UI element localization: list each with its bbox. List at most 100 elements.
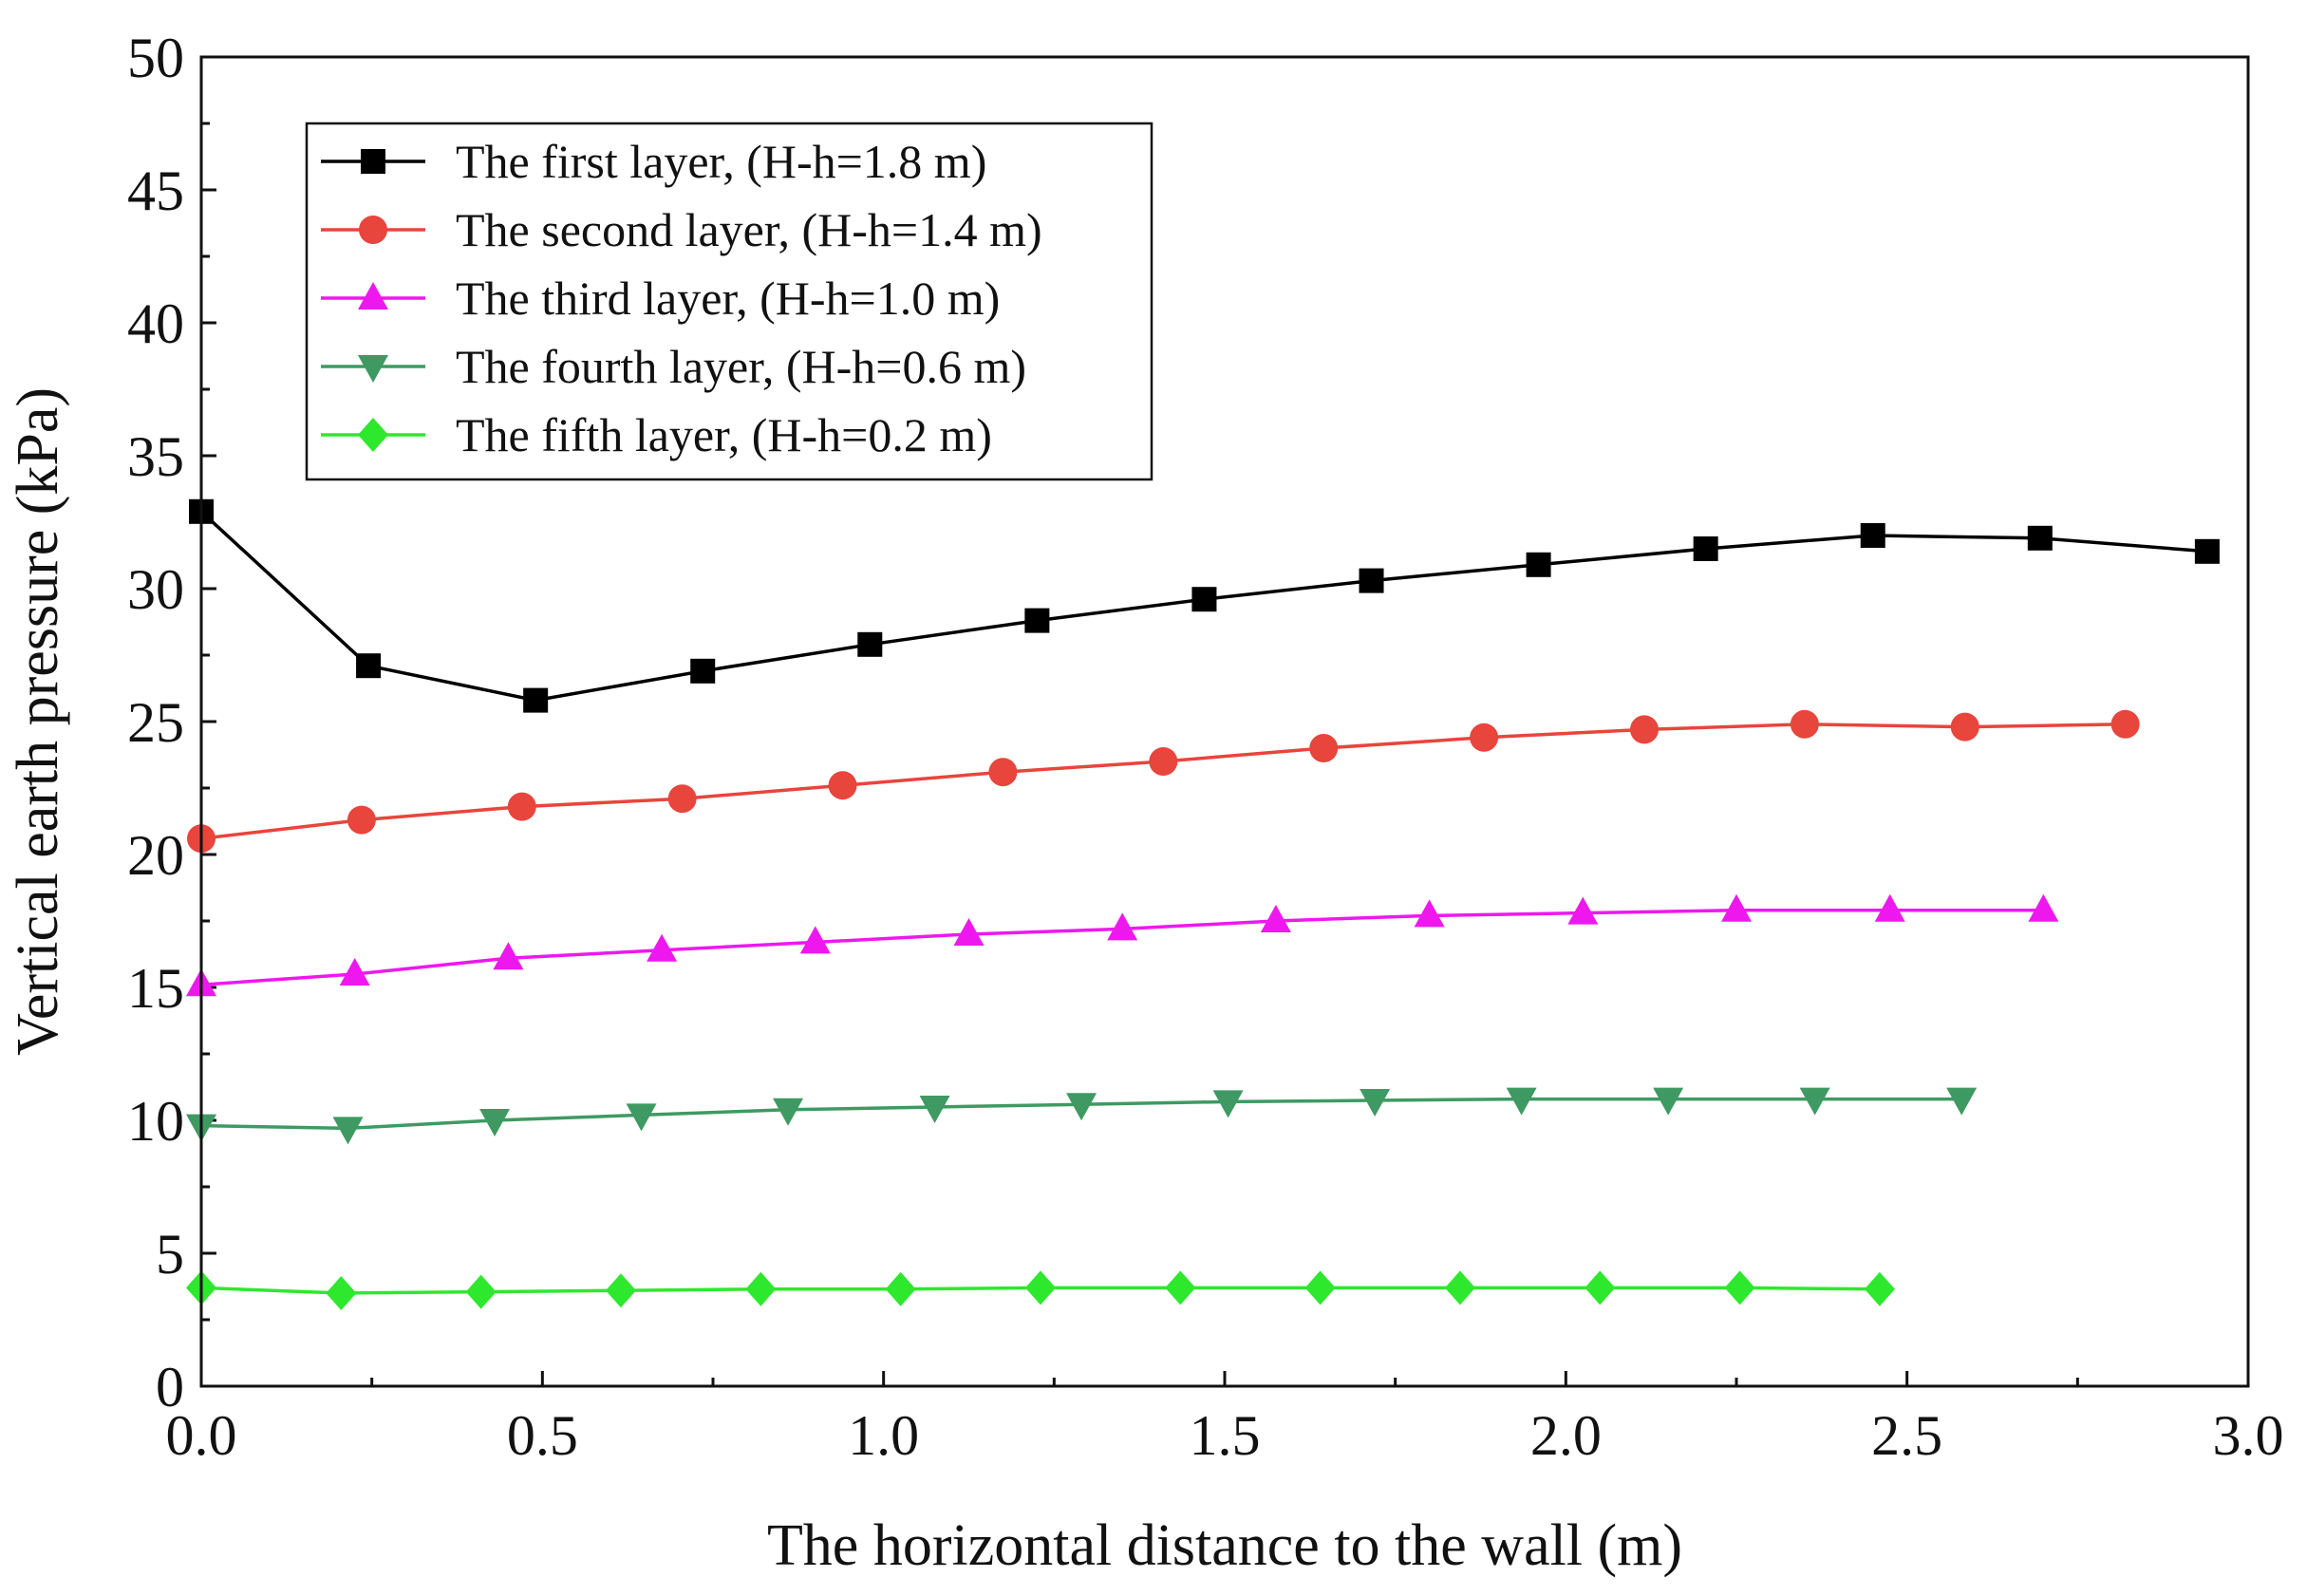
data-point [1107, 912, 1138, 941]
data-point [1470, 723, 1499, 752]
plot-frame [199, 55, 2250, 1388]
data-point [605, 1273, 636, 1308]
data-point [745, 1271, 777, 1306]
legend-entry: The third layer, (H-h=1.0 m) [321, 272, 1000, 325]
legend-marker [358, 282, 388, 310]
data-series [186, 498, 2220, 1310]
data-point [1653, 1087, 1684, 1116]
data-point [953, 918, 985, 946]
tick-labels: 0.0 0.5 1.0 1.5 2.0 2.5 3.0 0 5 10 15 20 25 30 35 40 45 5… [127, 27, 2284, 1467]
data-point [2028, 893, 2059, 922]
data-point [647, 933, 678, 962]
data-point [332, 1117, 364, 1145]
legend-label: The third layer, (H-h=1.0 m) [456, 272, 1000, 325]
legend-marker [361, 149, 385, 174]
series-3 [186, 893, 2059, 997]
series-2 [187, 709, 2140, 854]
data-point [2194, 538, 2220, 564]
y-tick-label: 20 [127, 824, 184, 887]
data-point [1585, 1270, 1616, 1305]
data-point [347, 805, 376, 835]
data-point [339, 958, 370, 986]
legend: The first layer, (H-h=1.8 m) The second l… [305, 122, 1154, 481]
data-point [1359, 568, 1384, 593]
series-4 [186, 1087, 1978, 1145]
data-point [1360, 1089, 1391, 1117]
legend-label: The first layer, (H-h=1.8 m) [456, 135, 986, 188]
series-line [200, 723, 2126, 840]
data-point [1799, 1087, 1830, 1116]
data-point [1526, 552, 1551, 577]
data-point [828, 771, 857, 800]
data-point [523, 687, 549, 713]
y-tick-label: 35 [127, 425, 184, 488]
data-point [857, 631, 883, 657]
data-point [507, 792, 536, 821]
data-point [1864, 1271, 1895, 1306]
data-point [1693, 536, 1718, 561]
data-point [1567, 896, 1599, 925]
data-point [626, 1103, 657, 1132]
data-point [667, 784, 697, 814]
data-point [1629, 715, 1659, 744]
legend-entry: The second layer, (H-h=1.4 m) [321, 203, 1042, 256]
data-point [1212, 1090, 1244, 1118]
legend-box [305, 122, 1154, 481]
data-point [1260, 905, 1291, 932]
data-point [919, 1096, 950, 1123]
y-tick-label: 45 [127, 160, 184, 222]
data-point [1191, 587, 1217, 612]
x-tick-label: 0.0 [166, 1404, 237, 1467]
legend-entry: The fifth layer, (H-h=0.2 m) [321, 408, 992, 461]
data-point [885, 1271, 916, 1306]
legend-marker [358, 355, 388, 383]
y-tick-label: 30 [127, 558, 184, 621]
data-point [479, 1109, 511, 1136]
data-point [690, 658, 716, 684]
x-axis-title: The horizontal distance to the wall (m) [767, 1513, 1682, 1578]
y-tick-label: 40 [127, 292, 184, 355]
y-tick-label: 25 [127, 691, 184, 754]
data-point [1024, 608, 1050, 633]
data-point [493, 942, 524, 970]
x-tick-label: 0.5 [507, 1404, 578, 1467]
legend-entry: The fourth layer, (H-h=0.6 m) [321, 340, 1026, 393]
legend-marker [359, 216, 387, 244]
data-point [1066, 1093, 1097, 1121]
data-point [2027, 525, 2053, 551]
data-point [2110, 709, 2140, 739]
x-tick-label: 2.0 [1530, 1404, 1602, 1467]
x-tick-label: 1.5 [1190, 1404, 1261, 1467]
data-point [1790, 709, 1819, 739]
y-tick-label: 50 [127, 27, 184, 89]
data-point [1724, 1270, 1755, 1305]
data-point [773, 1098, 804, 1126]
legend-label: The second layer, (H-h=1.4 m) [456, 203, 1042, 256]
data-point [988, 758, 1018, 787]
legend-label: The fifth layer, (H-h=0.2 m) [456, 408, 992, 461]
data-point [1721, 893, 1752, 922]
x-tick-label: 3.0 [2213, 1404, 2284, 1467]
data-point [1165, 1270, 1196, 1305]
y-axis-title: Vertical earth pressure (kPa) [6, 387, 70, 1056]
y-tick-label: 0 [156, 1356, 184, 1418]
y-tick-label: 10 [127, 1090, 184, 1153]
data-point [1149, 747, 1178, 776]
legend-entry: The first layer, (H-h=1.8 m) [321, 135, 986, 188]
x-tick-label: 1.0 [848, 1404, 919, 1467]
data-point [326, 1276, 357, 1310]
data-point [799, 926, 831, 954]
data-point [1946, 1087, 1978, 1116]
series-5 [186, 1270, 1895, 1310]
data-point [1444, 1270, 1475, 1305]
y-tick-label: 15 [127, 957, 184, 1020]
data-point [1304, 1270, 1336, 1305]
data-point [356, 653, 382, 679]
y-tick-label: 5 [156, 1223, 184, 1286]
data-point [1414, 899, 1445, 928]
data-point [1874, 893, 1905, 922]
data-point [1860, 523, 1885, 548]
series-1 [189, 498, 2220, 713]
